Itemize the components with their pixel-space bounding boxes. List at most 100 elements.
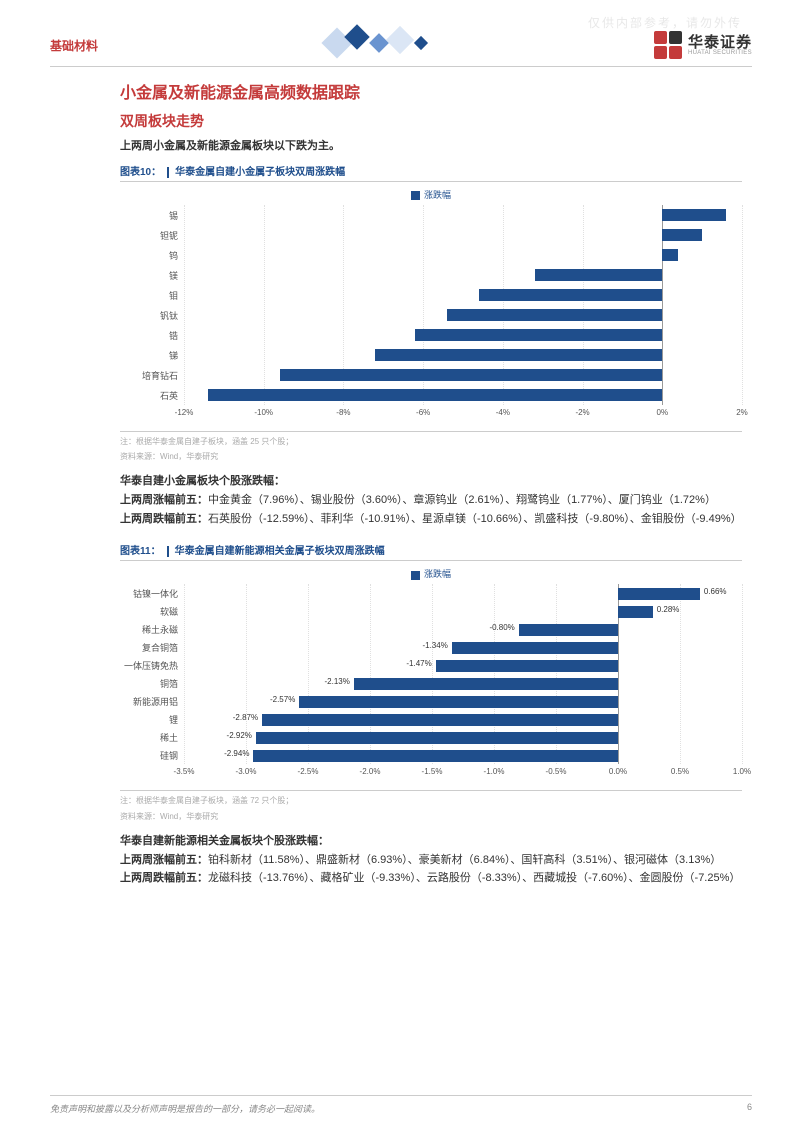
bar-label: 一体压铸免热 <box>120 659 178 672</box>
axis-tick: 1.0% <box>733 767 751 776</box>
bar-label: 硅钢 <box>120 749 178 762</box>
axis-tick: -3.5% <box>174 767 195 776</box>
para2-line2: 龙磁科技（-13.76%）、藏格矿业（-9.33%）、云路股份（-8.33%）、… <box>208 872 740 884</box>
bar-label: 钒钛 <box>120 309 178 322</box>
axis-tick: 0% <box>657 408 669 417</box>
bar <box>354 678 618 690</box>
section-title: 小金属及新能源金属高频数据跟踪 <box>120 79 742 103</box>
axis-tick: -12% <box>175 408 194 417</box>
bar-row: 石英 <box>184 385 742 405</box>
axis-tick: -3.0% <box>236 767 257 776</box>
axis-tick: -2% <box>575 408 589 417</box>
bar <box>662 249 678 261</box>
bar <box>618 606 653 618</box>
axis-tick: 0.0% <box>609 767 627 776</box>
chart10-note2: 资料来源：Wind，华泰研究 <box>120 451 742 462</box>
chart10-title: 图表10： 华泰金属自建小金属子板块双周涨跌幅 <box>120 163 742 182</box>
bar-value: -2.13% <box>325 677 350 686</box>
paragraph-1: 华泰自建小金属板块个股涨跌幅： 上两周涨幅前五：中金黄金（7.96%）、锡业股份… <box>120 472 742 528</box>
axis-tick: -10% <box>254 408 273 417</box>
para1-line2-label: 上两周跌幅前五： <box>120 513 208 525</box>
bar-row: 稀土-2.92% <box>184 728 742 746</box>
bar <box>519 624 618 636</box>
bar-label: 钼 <box>120 289 178 302</box>
bar-row: 软磁0.28% <box>184 602 742 620</box>
bar-label: 锆 <box>120 329 178 342</box>
bar-value: -2.94% <box>224 749 249 758</box>
bar <box>479 289 662 301</box>
bar-row: 钽铌 <box>184 225 742 245</box>
para2-heading: 华泰自建新能源相关金属板块个股涨跌幅： <box>120 835 329 847</box>
bar <box>375 349 662 361</box>
para1-line1: 中金黄金（7.96%）、锡业股份（3.60%）、章源钨业（2.61%）、翔鹭钨业… <box>208 494 716 506</box>
bar <box>299 696 618 708</box>
para2-line1: 铂科新材（11.58%）、鼎盛新材（6.93%）、豪美新材（6.84%）、国轩高… <box>208 854 721 866</box>
para2-line2-label: 上两周跌幅前五： <box>120 872 208 884</box>
bar <box>262 714 618 726</box>
axis-tick: -1.0% <box>484 767 505 776</box>
para1-heading: 华泰自建小金属板块个股涨跌幅： <box>120 475 285 487</box>
bar <box>415 329 662 341</box>
bar-row: 铜箔-2.13% <box>184 674 742 692</box>
chart10-title-text: 华泰金属自建小金属子板块双周涨跌幅 <box>175 167 345 178</box>
bar <box>662 229 702 241</box>
bar-value: -2.57% <box>270 695 295 704</box>
bar-value: -1.34% <box>422 641 447 650</box>
bar-row: 复合铜箔-1.34% <box>184 638 742 656</box>
subsection-title: 双周板块走势 <box>120 111 742 131</box>
bar-row: 稀土永磁-0.80% <box>184 620 742 638</box>
bar-value: -1.47% <box>406 659 431 668</box>
axis-tick: -4% <box>496 408 510 417</box>
bar-label: 稀土永磁 <box>120 623 178 636</box>
header-bar: 基础材料 华泰证券 HUATAI SECURITIES <box>50 28 752 62</box>
bar-label: 镁 <box>120 269 178 282</box>
intro-text: 上两周小金属及新能源金属板块以下跌为主。 <box>120 137 742 153</box>
bar-label: 钴镍一体化 <box>120 587 178 600</box>
bar-row: 钒钛 <box>184 305 742 325</box>
bar-label: 锂 <box>120 713 178 726</box>
bar-row: 新能源用铝-2.57% <box>184 692 742 710</box>
para2-line1-label: 上两周涨幅前五： <box>120 854 208 866</box>
chart11-title-text: 华泰金属自建新能源相关金属子板块双周涨跌幅 <box>175 546 385 557</box>
bar-row: 硅钢-2.94% <box>184 746 742 764</box>
bar-label: 锡 <box>120 209 178 222</box>
bar-value: 0.28% <box>657 605 680 614</box>
bar <box>253 750 618 762</box>
bar <box>447 309 662 321</box>
axis-tick: -2.0% <box>360 767 381 776</box>
bar-row: 镁 <box>184 265 742 285</box>
logo-text-cn: 华泰证券 <box>688 35 752 50</box>
bar-row: 钴镍一体化0.66% <box>184 584 742 602</box>
chart10-legend-label: 涨跌幅 <box>424 190 451 200</box>
bar <box>256 732 618 744</box>
bar-label: 软磁 <box>120 605 178 618</box>
chart10-legend: 涨跌幅 <box>120 188 742 201</box>
bar-label: 铜箔 <box>120 677 178 690</box>
bar-row: 培育钻石 <box>184 365 742 385</box>
footer: 免责声明和披露以及分析师声明是报告的一部分，请务必一起阅读。 6 <box>50 1095 752 1115</box>
bar-label: 新能源用铝 <box>120 695 178 708</box>
chart10-note1: 注：根据华泰金属自建子板块，涵盖 25 只个股； <box>120 436 742 447</box>
bar-row: 一体压铸免热-1.47% <box>184 656 742 674</box>
chart11-note2: 资料来源：Wind，华泰研究 <box>120 811 742 822</box>
bar-label: 稀土 <box>120 731 178 744</box>
axis-tick: -6% <box>416 408 430 417</box>
bar <box>280 369 663 381</box>
chart10-no: 图表10： <box>120 167 169 178</box>
chart10: 锡钽铌钨镁钼钒钛锆锑培育钻石石英 -12%-10%-8%-6%-4%-2%0%2… <box>120 205 742 432</box>
bar-row: 钨 <box>184 245 742 265</box>
axis-tick: -1.5% <box>422 767 443 776</box>
para1-line2: 石英股份（-12.59%）、菲利华（-10.91%）、星源卓镁（-10.66%）… <box>208 513 742 525</box>
brand-logo: 华泰证券 HUATAI SECURITIES <box>654 31 752 59</box>
bar <box>208 389 662 401</box>
bar <box>436 660 618 672</box>
bar <box>452 642 618 654</box>
chart11-no: 图表11： <box>120 546 169 557</box>
bar-value: -0.80% <box>489 623 514 632</box>
bar-value: -2.87% <box>233 713 258 722</box>
bar-label: 锑 <box>120 349 178 362</box>
paragraph-2: 华泰自建新能源相关金属板块个股涨跌幅： 上两周涨幅前五：铂科新材（11.58%）… <box>120 832 742 888</box>
axis-tick: 2% <box>736 408 748 417</box>
chart11: 钴镍一体化0.66%软磁0.28%稀土永磁-0.80%复合铜箔-1.34%一体压… <box>120 584 742 791</box>
chart11-legend-label: 涨跌幅 <box>424 569 451 579</box>
